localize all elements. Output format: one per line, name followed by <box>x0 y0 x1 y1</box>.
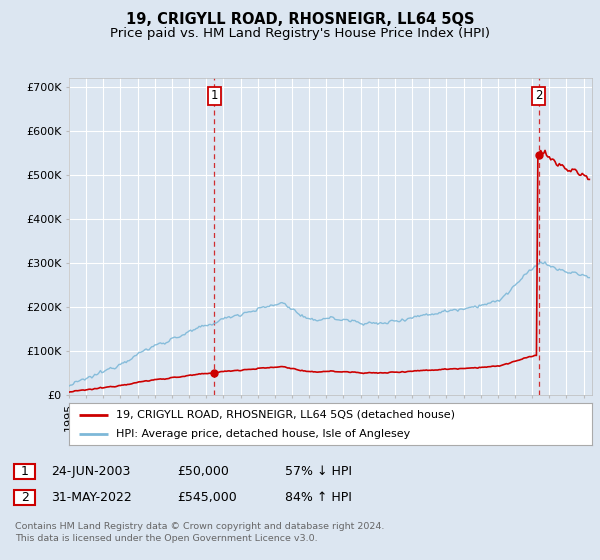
Text: 19, CRIGYLL ROAD, RHOSNEIGR, LL64 5QS (detached house): 19, CRIGYLL ROAD, RHOSNEIGR, LL64 5QS (d… <box>116 409 455 419</box>
Text: 2: 2 <box>535 90 542 102</box>
Text: 1: 1 <box>20 465 29 478</box>
Text: Contains HM Land Registry data © Crown copyright and database right 2024.
This d: Contains HM Land Registry data © Crown c… <box>15 522 385 543</box>
Text: £545,000: £545,000 <box>177 491 237 504</box>
Text: 31-MAY-2022: 31-MAY-2022 <box>51 491 132 504</box>
Text: 1: 1 <box>211 90 218 102</box>
Text: 57% ↓ HPI: 57% ↓ HPI <box>285 465 352 478</box>
Text: 19, CRIGYLL ROAD, RHOSNEIGR, LL64 5QS: 19, CRIGYLL ROAD, RHOSNEIGR, LL64 5QS <box>126 12 474 27</box>
Text: HPI: Average price, detached house, Isle of Anglesey: HPI: Average price, detached house, Isle… <box>116 429 410 439</box>
Text: 2: 2 <box>20 491 29 504</box>
Text: 24-JUN-2003: 24-JUN-2003 <box>51 465 130 478</box>
Text: £50,000: £50,000 <box>177 465 229 478</box>
Text: 84% ↑ HPI: 84% ↑ HPI <box>285 491 352 504</box>
Text: Price paid vs. HM Land Registry's House Price Index (HPI): Price paid vs. HM Land Registry's House … <box>110 27 490 40</box>
